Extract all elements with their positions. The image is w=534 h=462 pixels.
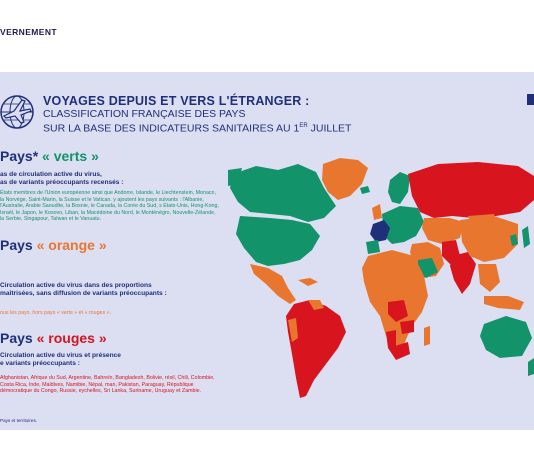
venezuela-shape [308, 300, 324, 310]
world-map [228, 158, 534, 398]
page-title: VOYAGES DEPUIS ET VERS L'ÉTRANGER : [43, 94, 310, 108]
title-block: VOYAGES DEPUIS ET VERS L'ÉTRANGER : CLAS… [43, 94, 351, 135]
spain-shape [366, 240, 380, 254]
red-criteria-2: e variants préoccupants : [0, 360, 80, 367]
china-shape [460, 216, 518, 262]
usa-shape [236, 216, 320, 266]
subtitle-line-1: CLASSIFICATION FRANÇAISE DES PAYS [43, 108, 246, 120]
footnote: Pays et territoires. [0, 418, 38, 423]
new-zealand-shape [528, 358, 534, 376]
corner-logo-mark [527, 94, 534, 105]
europe-shape [382, 206, 424, 244]
peru-shape [288, 318, 298, 342]
red-section-heading: Pays « rouges » [0, 330, 107, 346]
india-shape [450, 252, 476, 294]
mongolia-shape [468, 214, 496, 226]
green-criteria-2: as de variants préoccupants recensés : [0, 179, 124, 186]
madagascar-shape [424, 326, 430, 346]
caribbean-shape [298, 278, 318, 286]
korea-shape [510, 234, 518, 246]
orange-criteria-1: Circulation active du virus dans des pro… [0, 282, 152, 289]
globe-airplane-icon [0, 95, 34, 129]
infographic-panel: VOYAGES DEPUIS ET VERS L'ÉTRANGER : CLAS… [0, 72, 534, 430]
south-america-shape [286, 300, 346, 398]
namibia-shape [386, 330, 396, 348]
drc-shape [388, 300, 408, 322]
indonesia-shape [484, 296, 524, 310]
zambia-shape [400, 320, 414, 334]
central-asia-shape [422, 218, 464, 244]
mexico-shape [250, 264, 296, 304]
green-section-heading: Pays* « verts » [0, 148, 99, 164]
orange-section-heading: Pays « orange » [0, 237, 107, 253]
subtitle-line-2: SUR LA BASE DES INDICATEURS SANITAIRES A… [43, 122, 352, 135]
iceland-shape [360, 186, 370, 194]
canada-shape [230, 164, 336, 222]
japan-shape [522, 226, 530, 248]
south-africa-shape [388, 342, 410, 360]
red-criteria-1: Circulation active du virus et présence [0, 352, 121, 359]
government-label: VERNEMENT [0, 27, 57, 37]
greenland-shape [322, 158, 368, 200]
green-criteria-1: as de circulation active du virus, [0, 171, 102, 178]
australia-shape [480, 316, 532, 358]
russia-shape [408, 162, 534, 218]
green-country-list: États membres de l'Union européenne ains… [0, 190, 219, 223]
france-shape [370, 220, 390, 242]
alaska-shape [228, 168, 242, 186]
southeast-asia-shape [478, 264, 500, 292]
orange-criteria-2: maîtrisées, sans diffusion de variants p… [0, 290, 167, 297]
red-country-list: Afghanistan, Afrique du Sud, Argentine, … [0, 375, 215, 395]
uk-shape [372, 204, 382, 220]
saudi-arabia-shape [418, 258, 438, 278]
scandinavia-shape [388, 172, 410, 204]
orange-country-list: ous les pays, hors pays « verts » et « r… [0, 310, 111, 316]
